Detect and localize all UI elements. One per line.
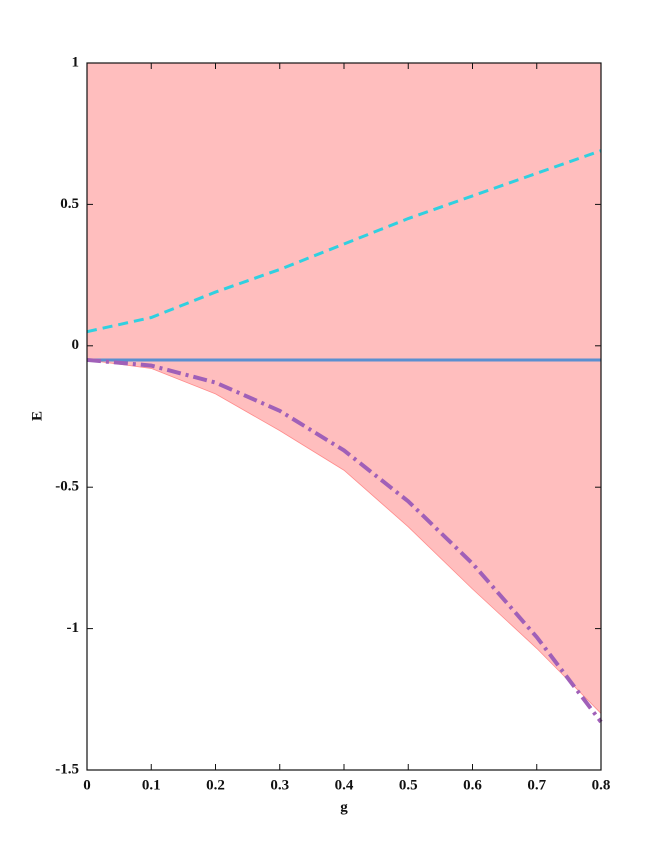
plot-area	[86, 63, 603, 724]
y-tick-label: -0.5	[55, 479, 79, 495]
x-tick-label: 0.2	[206, 777, 225, 793]
y-axis-label: E	[29, 411, 45, 421]
x-tick-label: 0.3	[270, 777, 289, 793]
series-line	[86, 359, 602, 714]
x-tick-label: 0.5	[399, 777, 418, 793]
y-tick-label: 1	[72, 54, 80, 70]
x-tick-label: 0.6	[463, 777, 482, 793]
x-axis-label: g	[340, 799, 348, 815]
x-tick-label: 0	[83, 777, 91, 793]
x-tick-label: 0.1	[142, 777, 161, 793]
x-tick-label: 0.7	[527, 777, 546, 793]
y-tick-label: -1.5	[55, 761, 79, 777]
y-tick-label: 0.5	[60, 196, 79, 212]
y-tick-label: 0	[72, 337, 80, 353]
series-line	[86, 149, 602, 334]
x-tick-label: 0.4	[335, 777, 354, 793]
y-tick-label: -1	[67, 620, 80, 636]
continuum-band	[87, 63, 601, 714]
x-tick-label: 0.8	[592, 777, 611, 793]
series-line	[86, 357, 603, 724]
